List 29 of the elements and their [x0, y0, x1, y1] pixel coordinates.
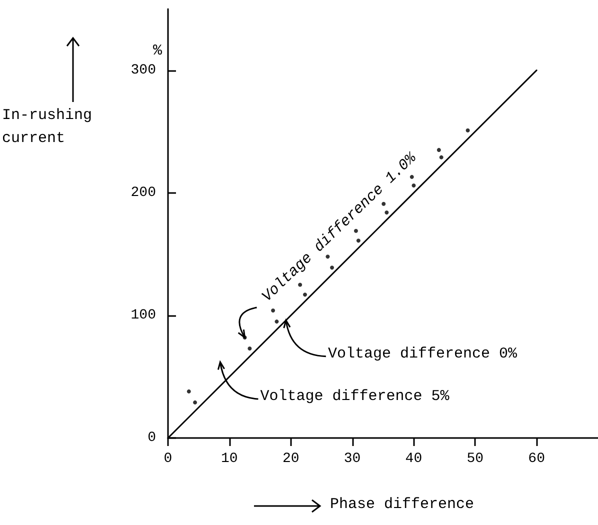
point [326, 254, 330, 259]
point [436, 148, 441, 152]
x-tick-label: 10 [221, 451, 238, 467]
point [384, 210, 389, 214]
point [186, 389, 191, 394]
point [248, 346, 252, 351]
annotation: Voltage difference 5% [260, 388, 450, 406]
y-axis-title: In-rushing current [2, 107, 102, 147]
point [439, 155, 444, 160]
y-tick-label: 200 [130, 184, 156, 201]
x-axis-title: Phase difference [330, 496, 474, 513]
point [466, 128, 470, 132]
y-tick-label: 100 [130, 307, 156, 324]
x-tick-label: 60 [528, 451, 545, 467]
y-tick-label: 300 [130, 62, 156, 78]
text: % [153, 42, 163, 60]
point [271, 308, 276, 313]
annotation: Voltage difference 0% [328, 345, 518, 362]
point [242, 335, 247, 340]
x-tick-label: 50 [466, 451, 484, 467]
point [193, 400, 198, 404]
x-tick-label: 30 [344, 451, 361, 467]
x-tick-label: 20 [282, 451, 300, 467]
point [412, 184, 416, 188]
point [330, 266, 334, 270]
y-tick-label: 0 [148, 430, 156, 446]
point [274, 320, 279, 324]
x-tick-label: 0 [164, 451, 172, 467]
x-tick-label: 40 [405, 451, 422, 467]
